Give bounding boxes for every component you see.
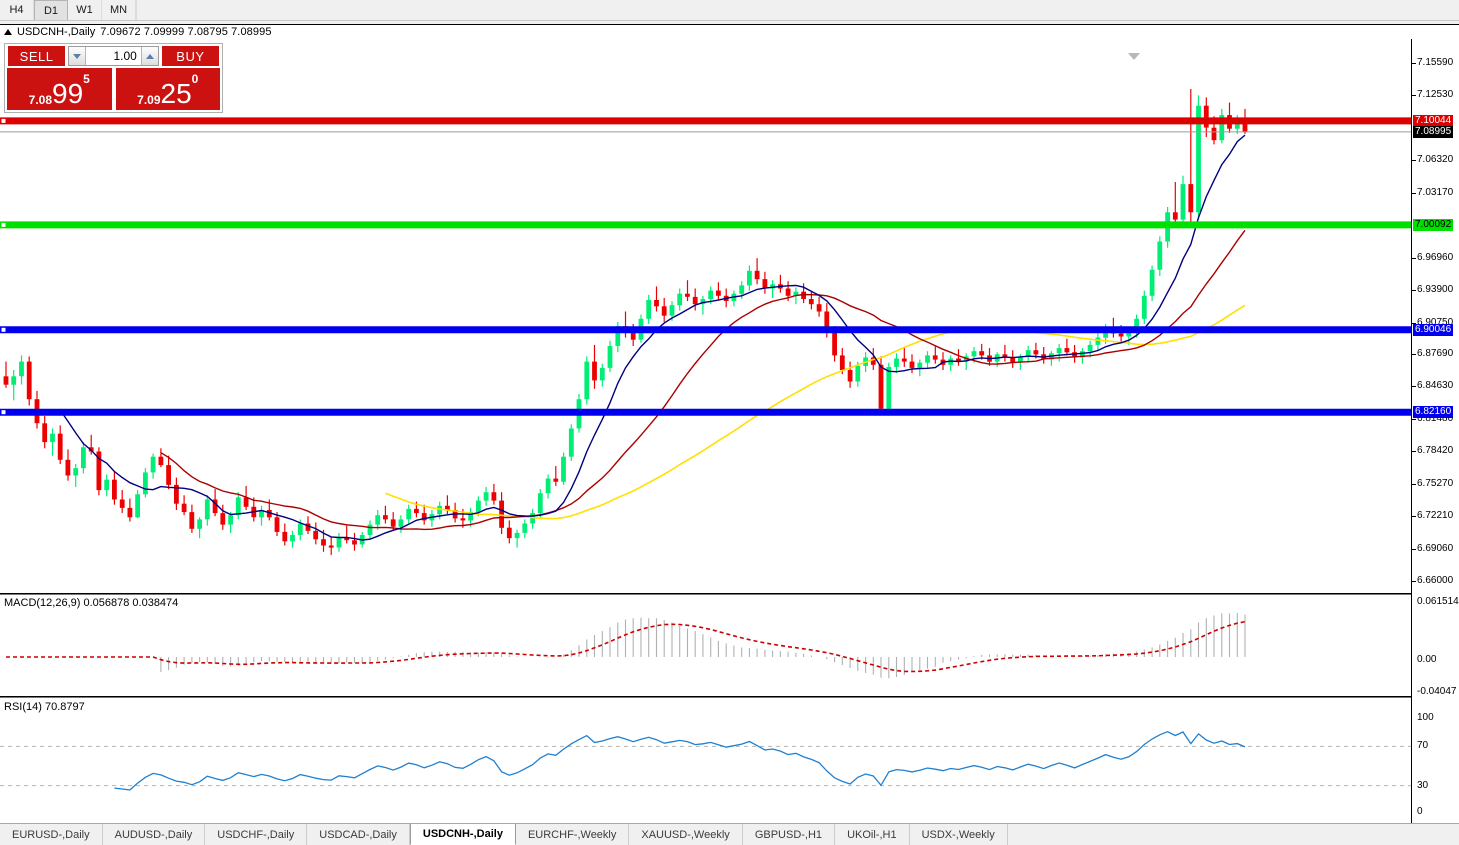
macd-tick: -0.04047 — [1417, 686, 1457, 697]
buy-price-main: 25 — [160, 78, 192, 109]
price-tag-level-line-blue[interactable]: 6.90046 — [1413, 323, 1454, 336]
price-tick: 6.78420 — [1412, 445, 1459, 457]
pane-divider-1 — [0, 593, 1459, 594]
macd-tick: 0.00 — [1417, 654, 1437, 665]
price-chart-svg — [0, 89, 1411, 555]
pane-divider-1b — [0, 594, 1459, 595]
symbol-tab-gbpusd--h1[interactable]: GBPUSD-,H1 — [743, 824, 836, 845]
pane-divider-2 — [0, 696, 1459, 697]
sell-price-tile[interactable]: 7.08 99 5 — [7, 68, 112, 110]
price-tag-level-line-blue[interactable]: 6.82160 — [1413, 406, 1454, 419]
symbol-tab-eurusd--daily[interactable]: EURUSD-,Daily — [0, 824, 103, 845]
timeframe-button-d1[interactable]: D1 — [34, 0, 68, 20]
volume-stepper[interactable]: 1.00 — [68, 46, 159, 66]
price-tick: 7.15590 — [1412, 57, 1459, 69]
pane-divider-2b — [0, 697, 1459, 698]
symbol-tab-eurchf--weekly[interactable]: EURCHF-,Weekly — [516, 824, 630, 845]
timeframe-button-mn[interactable]: MN — [102, 0, 136, 20]
rsi-chart-svg — [0, 730, 1411, 791]
chart-expand-icon[interactable] — [4, 29, 12, 35]
sell-price-main: 99 — [52, 78, 84, 109]
price-tick: 6.96960 — [1412, 252, 1459, 264]
rsi-tick: 70 — [1417, 740, 1429, 752]
price-tick: 6.66000 — [1412, 575, 1459, 587]
buy-price-tile[interactable]: 7.09 25 0 — [115, 68, 220, 110]
symbol-tab-usdcad--daily[interactable]: USDCAD-,Daily — [307, 824, 410, 845]
symbol-tab-usdchf--daily[interactable]: USDCHF-,Daily — [205, 824, 308, 845]
sell-button[interactable]: SELL — [8, 46, 66, 66]
chart-title-bar: USDCNH-,Daily 7.09672 7.09999 7.08795 7.… — [0, 25, 1459, 39]
price-tick: 6.75270 — [1412, 478, 1459, 490]
symbol-tab-usdx--weekly[interactable]: USDX-,Weekly — [910, 824, 1008, 845]
macd-pane[interactable]: MACD(12,26,9) 0.056878 0.038474 — [0, 595, 1411, 695]
rsi-pane[interactable]: RSI(14) 70.8797 — [0, 699, 1411, 823]
toolbar-empty-area — [136, 0, 1459, 20]
price-tick: 7.12530 — [1412, 89, 1459, 101]
price-tag-support-line-green[interactable]: 7.00092 — [1413, 218, 1454, 231]
sell-price-fraction: 5 — [83, 72, 90, 86]
volume-increase-icon[interactable] — [140, 47, 158, 65]
price-tick: 7.03170 — [1412, 187, 1459, 199]
rsi-tick: 100 — [1417, 712, 1434, 723]
buy-button[interactable]: BUY — [161, 46, 219, 66]
symbol-tab-usdcnh--daily[interactable]: USDCNH-,Daily — [409, 824, 516, 845]
symbol-tab-xauusd--weekly[interactable]: XAUUSD-,Weekly — [629, 824, 743, 845]
price-tick: 6.81480 — [1412, 413, 1459, 425]
chart-scroll-marker-icon[interactable] — [1128, 53, 1140, 60]
price-tick: 6.90750 — [1412, 317, 1459, 329]
rsi-tick: 0 — [1417, 806, 1423, 817]
price-tag-resistance-line[interactable]: 7.10044 — [1413, 114, 1454, 127]
price-tag-current-bid[interactable]: 7.08995 — [1413, 125, 1454, 138]
tabbar-empty-area — [1008, 824, 1459, 845]
macd-tick: 0.061514 — [1417, 596, 1459, 607]
price-tick: 6.84630 — [1412, 380, 1459, 392]
one-click-trading-panel[interactable]: SELL 1.00 BUY 7.08 99 5 7.09 25 0 — [4, 43, 223, 113]
price-tick: 7.06320 — [1412, 154, 1459, 166]
timeframe-button-h4[interactable]: H4 — [0, 0, 34, 20]
oct-price-row: 7.08 99 5 7.09 25 0 — [5, 68, 222, 112]
buy-price-prefix: 7.09 — [137, 93, 161, 107]
rsi-label: RSI(14) 70.8797 — [4, 701, 85, 713]
timeframe-toolbar: H4 D1 W1 MN — [0, 0, 1459, 21]
timeframe-button-w1[interactable]: W1 — [68, 0, 102, 20]
volume-decrease-icon[interactable] — [69, 47, 87, 65]
chart-ohlc-values: 7.09672 7.09999 7.08795 7.08995 — [100, 26, 272, 38]
price-tick: 6.69060 — [1412, 543, 1459, 555]
symbol-tab-bar: EURUSD-,Daily AUDUSD-,Daily USDCHF-,Daily U… — [0, 823, 1459, 845]
chart-window: USDCNH-,Daily 7.09672 7.09999 7.08795 7.… — [0, 24, 1459, 845]
rsi-tick: 30 — [1417, 779, 1429, 791]
price-tick: 6.87690 — [1412, 348, 1459, 360]
price-pane[interactable] — [0, 39, 1411, 591]
buy-price-fraction: 0 — [191, 72, 199, 86]
chart-symbol-title: USDCNH-,Daily — [17, 26, 96, 38]
sell-price-prefix: 7.08 — [28, 93, 52, 107]
macd-chart-svg — [6, 613, 1246, 679]
macd-label: MACD(12,26,9) 0.056878 0.038474 — [4, 597, 179, 609]
oct-controls-row: SELL 1.00 BUY — [5, 44, 222, 68]
price-tick: 6.72210 — [1412, 510, 1459, 522]
symbol-tab-audusd--daily[interactable]: AUDUSD-,Daily — [103, 824, 206, 845]
price-scale[interactable]: 7.15590 7.12530 7.06320 7.03170 6.96960 … — [1411, 39, 1459, 823]
volume-input[interactable]: 1.00 — [113, 49, 137, 63]
symbol-tab-ukoil--h1[interactable]: UKOil-,H1 — [835, 824, 910, 845]
price-tick: 6.93900 — [1412, 284, 1459, 296]
